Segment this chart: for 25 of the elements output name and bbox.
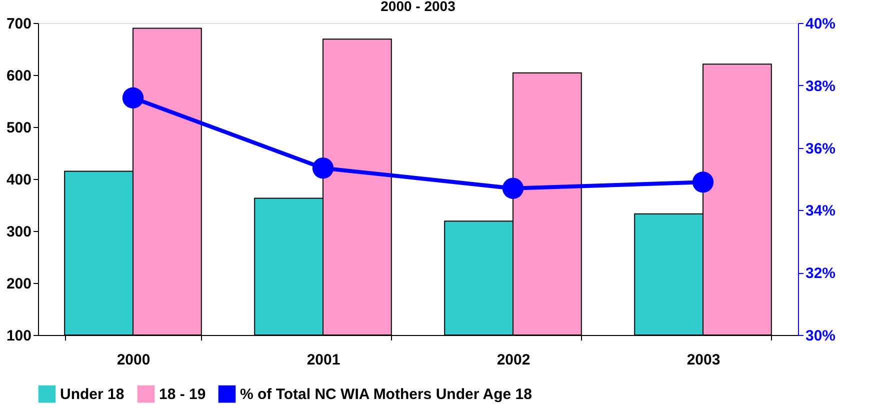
legend-label: % of Total NC WIA Mothers Under Age 18 — [240, 386, 532, 404]
y-tick-label: 100 — [6, 328, 32, 344]
legend-label: Under 18 — [60, 386, 124, 404]
y2-tick-label: 40% — [806, 16, 836, 32]
y2-tick-label: 38% — [806, 78, 836, 95]
point — [312, 157, 334, 179]
y-tick-label: 700 — [6, 16, 32, 32]
y-tick-label: 300 — [6, 224, 32, 240]
y2-tick-label: 34% — [806, 202, 836, 220]
y2-tick-label: 32% — [806, 265, 836, 282]
y-tick-label: 600 — [6, 68, 32, 84]
x-tick-label: 2001 — [306, 352, 340, 368]
point — [692, 172, 714, 193]
point — [122, 87, 144, 108]
x-tick-label: 2002 — [496, 352, 530, 368]
x-tick-label: 2003 — [686, 352, 720, 368]
x-tick-label: 2000 — [116, 352, 150, 368]
y2-tick-label: 30% — [806, 328, 836, 344]
y-tick-label: 400 — [6, 172, 32, 188]
chart-title: 2000 - 2003 — [380, 0, 456, 14]
point — [502, 178, 524, 199]
y-tick-label: 500 — [6, 120, 32, 136]
y-tick-label: 200 — [6, 276, 32, 292]
y2-tick-label: 36% — [806, 140, 836, 158]
legend-label: 18 - 19 — [159, 386, 206, 404]
